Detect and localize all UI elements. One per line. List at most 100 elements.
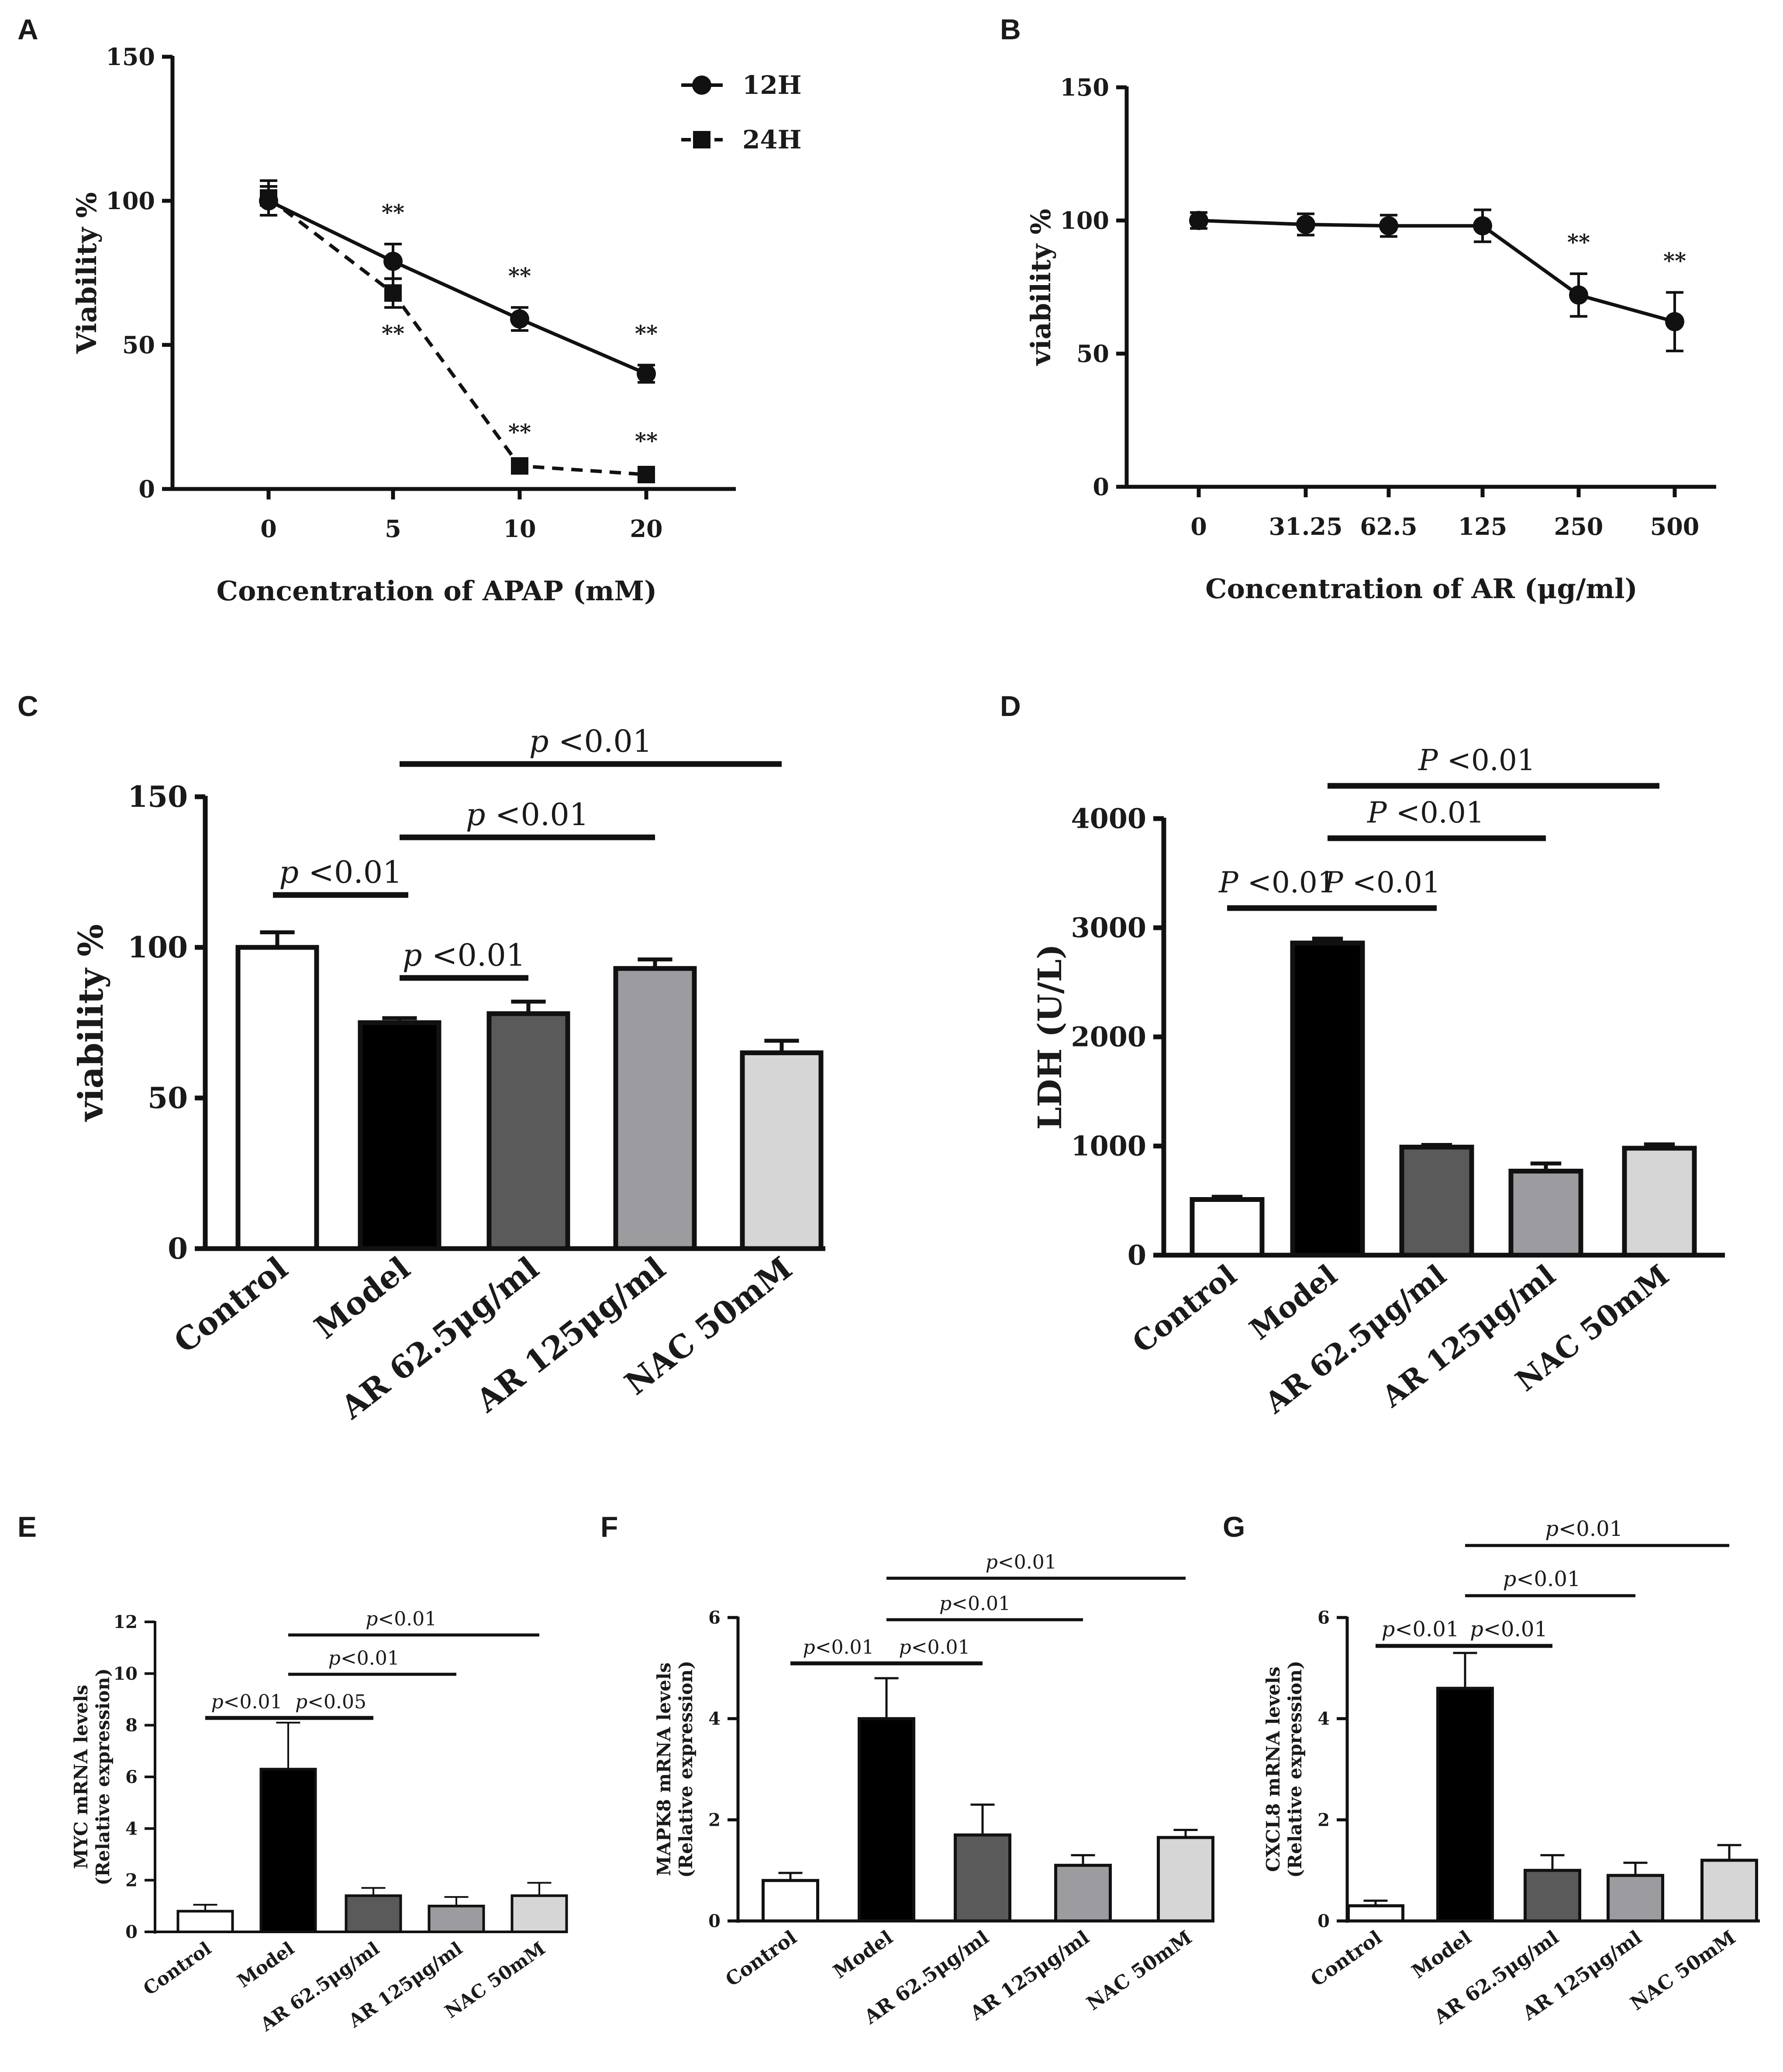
G-y-axis-label: CXCL8 mRNA levels (1262, 1666, 1284, 1872)
B-x-axis-label: Concentration of AR (μg/ml) (1205, 573, 1638, 605)
panel-label-D: D (1000, 690, 1021, 722)
A-x-tick-label: 5 (385, 515, 401, 543)
F-bar-3 (1054, 1864, 1112, 1923)
B-x-tick-label: 0 (1190, 513, 1207, 540)
F-bar-2 (954, 1833, 1011, 1923)
G-significance-label: p<0.01 (1382, 1617, 1459, 1642)
C-y-tick-label: 50 (148, 1081, 188, 1115)
E-bar-4 (510, 1894, 568, 1933)
panel-label-G: G (1223, 1511, 1245, 1543)
C-y-tick-label: 150 (128, 780, 188, 814)
E-y-tick-label: 6 (125, 1767, 138, 1787)
B-x-tick-label: 62.5 (1360, 513, 1417, 540)
B-point-viability (1379, 216, 1398, 236)
D-bar-1 (1290, 940, 1365, 1258)
A-point-24H (511, 457, 528, 475)
F-y-tick-label: 0 (708, 1911, 721, 1931)
F-bar-1 (858, 1717, 915, 1923)
F-y-axis-label-2: (Relative expression) (675, 1661, 697, 1878)
A-point-12H (637, 364, 656, 383)
panel-label-C: C (17, 690, 38, 722)
D-y-tick-label: 3000 (1071, 912, 1146, 944)
A-significance-mark: ** (635, 428, 658, 454)
F-y-tick-label: 4 (708, 1709, 721, 1729)
C-bar-0 (235, 945, 319, 1251)
C-y-axis-label: viability % (71, 924, 111, 1122)
A-point-24H (638, 466, 655, 483)
E-significance-label: p<0.05 (295, 1691, 366, 1713)
D-significance-label: P <0.01 (1418, 743, 1535, 777)
B-significance-mark: ** (1567, 229, 1590, 255)
panel-B: B 0 50 100 150 0 31.25 62.5 125 250 500 Concentrati… (1000, 13, 1716, 605)
F-significance-label: p<0.01 (803, 1636, 874, 1659)
F-significance-label: p<0.01 (899, 1636, 970, 1659)
B-x-tick-label: 31.25 (1269, 513, 1342, 540)
G-y-tick-label: 2 (1317, 1810, 1330, 1830)
B-y-tick-label: 0 (1093, 473, 1109, 501)
A-point-12H (383, 251, 403, 271)
B-point-viability (1569, 285, 1588, 305)
G-significance-label: p<0.01 (1470, 1617, 1548, 1642)
B-series-line-viability (1198, 219, 1676, 324)
G-bar-4 (1700, 1859, 1758, 1923)
B-y-tick-label: 100 (1060, 207, 1109, 234)
F-x-tick-label: Control (721, 1926, 801, 1991)
E-x-tick-label: Control (139, 1938, 215, 2000)
A-legend-label: 12H (742, 70, 802, 100)
B-x-tick-label: 125 (1458, 513, 1507, 540)
D-bar-3 (1508, 1169, 1583, 1258)
B-point-viability (1296, 215, 1315, 234)
A-x-axis-label: Concentration of APAP (mM) (217, 575, 657, 607)
G-bar-3 (1607, 1874, 1664, 1923)
G-y-tick-label: 4 (1317, 1709, 1330, 1729)
D-x-tick-label: Model (1243, 1258, 1343, 1346)
E-y-tick-label: 2 (125, 1870, 138, 1891)
D-y-axis-label: LDH (U/L) (1031, 944, 1069, 1130)
A-legend-label: 24H (742, 125, 802, 155)
C-bar-1 (358, 1020, 441, 1251)
D-significance-label: P <0.01 (1367, 796, 1484, 829)
C-x-tick-label: Control (167, 1249, 294, 1360)
panel-label-E: E (17, 1511, 37, 1543)
D-x-tick-label: Control (1126, 1258, 1243, 1360)
A-y-axis-label: Viability % (71, 192, 103, 354)
A-series-line-24H (267, 196, 647, 476)
F-bar-0 (762, 1879, 819, 1923)
A-significance-mark: ** (382, 320, 404, 346)
A-y-tick-label: 50 (122, 331, 155, 359)
E-y-tick-label: 4 (125, 1818, 138, 1839)
E-y-tick-label: 10 (113, 1663, 138, 1684)
B-x-tick-label: 500 (1650, 513, 1700, 540)
B-significance-mark: ** (1663, 248, 1686, 274)
panel-label-A: A (17, 13, 38, 45)
B-point-viability (1473, 216, 1492, 236)
C-significance-label: p <0.01 (466, 797, 589, 833)
G-y-axis-label-2: (Relative expression) (1284, 1661, 1306, 1878)
A-significance-mark: ** (508, 419, 531, 445)
D-y-tick-label: 1000 (1071, 1130, 1146, 1162)
A-y-tick-label: 0 (138, 475, 155, 503)
G-y-tick-label: 0 (1317, 1911, 1330, 1931)
F-y-axis-label: MAPK8 mRNA levels (653, 1662, 675, 1876)
E-bar-0 (176, 1910, 234, 1933)
D-y-tick-label: 2000 (1071, 1021, 1146, 1053)
E-bar-2 (345, 1894, 402, 1933)
C-bar-4 (740, 1050, 824, 1251)
A-point-24H (384, 284, 402, 302)
A-x-tick-label: 10 (503, 515, 536, 543)
A-legend-marker (693, 131, 710, 148)
panel-label-F: F (600, 1511, 618, 1543)
B-point-viability (1665, 312, 1684, 331)
C-y-tick-label: 0 (168, 1232, 188, 1266)
A-point-12H (510, 309, 529, 329)
A-x-tick-label: 20 (630, 515, 662, 543)
E-y-tick-label: 12 (113, 1612, 138, 1632)
D-x-tick-label: AR 62.5μg/ml (1258, 1258, 1452, 1420)
D-y-tick-label: 4000 (1071, 803, 1146, 835)
A-significance-mark: ** (382, 200, 404, 225)
B-y-tick-label: 50 (1076, 340, 1109, 368)
